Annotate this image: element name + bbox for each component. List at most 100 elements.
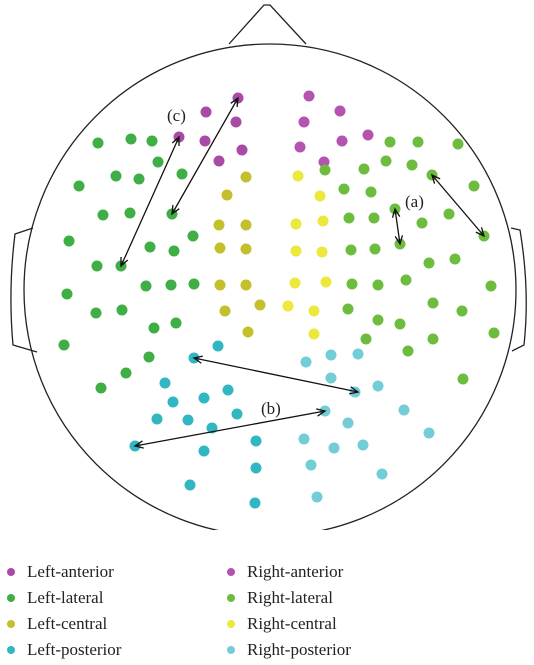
electrode-left-posterior <box>151 413 163 425</box>
electrode-right-posterior <box>311 491 323 503</box>
legend-marker <box>227 568 235 576</box>
electrode-right-lateral <box>485 280 497 292</box>
legend-item-right-anterior: Right-anterior <box>227 561 343 583</box>
electrode-left-central <box>219 305 231 317</box>
electrode-right-lateral <box>423 257 435 269</box>
electrode-left-posterior <box>222 384 234 396</box>
electrode-right-posterior <box>325 349 337 361</box>
electrode-right-posterior <box>298 433 310 445</box>
electrode-left-lateral <box>73 180 85 192</box>
electrode-right-lateral <box>368 212 380 224</box>
electrode-right-lateral <box>358 163 370 175</box>
electrode-left-lateral <box>61 288 73 300</box>
electrode-left-central <box>240 219 252 231</box>
electrode-right-posterior <box>342 417 354 429</box>
electrode-right-central <box>308 328 320 340</box>
electrode-left-lateral <box>148 322 160 334</box>
electrode-left-central <box>254 299 266 311</box>
electrode-right-lateral <box>319 164 331 176</box>
electrode-right-anterior <box>294 141 306 153</box>
electrode-left-lateral <box>63 235 75 247</box>
legend-item-right-lateral: Right-lateral <box>227 587 333 609</box>
legend-marker <box>227 646 235 654</box>
arrow-a-2 <box>391 207 404 246</box>
electrode-left-anterior <box>199 135 211 147</box>
electrode-left-posterior <box>250 435 262 447</box>
head-right-ear <box>510 227 527 352</box>
electrode-right-central <box>308 305 320 317</box>
legend-label: Left-lateral <box>27 588 104 607</box>
electrode-right-anterior <box>334 105 346 117</box>
electrode-right-central <box>282 300 294 312</box>
electrode-left-central <box>242 326 254 338</box>
electrode-left-anterior <box>213 155 225 167</box>
legend-label: Left-anterior <box>27 562 114 581</box>
electrode-left-central <box>240 279 252 291</box>
electrode-left-lateral <box>97 209 109 221</box>
electrode-left-lateral <box>120 367 132 379</box>
electrode-left-posterior <box>167 396 179 408</box>
electrode-right-central <box>290 245 302 257</box>
electrode-left-posterior <box>198 392 210 404</box>
electrode-left-central <box>240 171 252 183</box>
electrode-right-lateral <box>406 159 418 171</box>
electrode-left-posterior <box>198 445 210 457</box>
electrode-right-lateral <box>412 136 424 148</box>
electrode-right-posterior <box>423 427 435 439</box>
electrode-left-lateral <box>90 307 102 319</box>
electrode-left-lateral <box>168 245 180 257</box>
electrode-left-central <box>214 242 226 254</box>
electrode-right-central <box>290 218 302 230</box>
electrode-right-posterior <box>376 468 388 480</box>
legend-label: Right-lateral <box>247 588 333 607</box>
electrode-left-posterior <box>250 462 262 474</box>
electrode-left-lateral <box>188 278 200 290</box>
electrode-left-central <box>214 279 226 291</box>
electrode-group <box>58 90 500 509</box>
legend-marker <box>227 620 235 628</box>
electrode-right-lateral <box>400 274 412 286</box>
legend-label: Right-posterior <box>247 640 351 659</box>
electrode-left-posterior <box>184 479 196 491</box>
legend-marker <box>7 620 15 628</box>
electrode-right-lateral <box>456 305 468 317</box>
head-outline <box>23 43 517 530</box>
electrode-left-posterior <box>212 340 224 352</box>
electrode-left-lateral <box>95 382 107 394</box>
legend-item-left-central: Left-central <box>7 613 107 635</box>
electrode-right-posterior <box>352 348 364 360</box>
legend-item-right-posterior: Right-posterior <box>227 639 351 661</box>
electrode-right-lateral <box>416 217 428 229</box>
annotation-c: (c) <box>167 106 186 125</box>
legend-marker <box>227 594 235 602</box>
arrow-a-1 <box>430 173 486 238</box>
electrode-left-lateral <box>144 241 156 253</box>
legend-item-left-anterior: Left-anterior <box>7 561 114 583</box>
electrode-left-posterior <box>182 414 194 426</box>
electrode-right-lateral <box>343 212 355 224</box>
electrode-right-lateral <box>402 345 414 357</box>
electrode-right-lateral <box>345 244 357 256</box>
electrode-right-central <box>292 170 304 182</box>
electrode-right-lateral <box>372 314 384 326</box>
electrode-left-central <box>221 189 233 201</box>
electrode-right-lateral <box>457 373 469 385</box>
electrode-right-lateral <box>346 278 358 290</box>
electrode-left-central <box>240 243 252 255</box>
annotation-a: (a) <box>405 192 424 211</box>
electrode-right-anterior <box>318 156 330 168</box>
electrode-right-lateral <box>369 243 381 255</box>
electrode-left-lateral <box>176 168 188 180</box>
electrode-right-lateral <box>365 186 377 198</box>
legend-marker <box>7 594 15 602</box>
legend-marker <box>7 646 15 654</box>
electrode-left-lateral <box>143 351 155 363</box>
legend-item-left-lateral: Left-lateral <box>7 587 103 609</box>
electrode-right-posterior <box>398 404 410 416</box>
electrode-left-lateral <box>124 207 136 219</box>
electrode-left-lateral <box>152 156 164 168</box>
electrode-left-lateral <box>91 260 103 272</box>
annotation-b: (b) <box>261 399 281 418</box>
electrode-left-posterior <box>159 377 171 389</box>
connection-arrows <box>120 96 486 449</box>
